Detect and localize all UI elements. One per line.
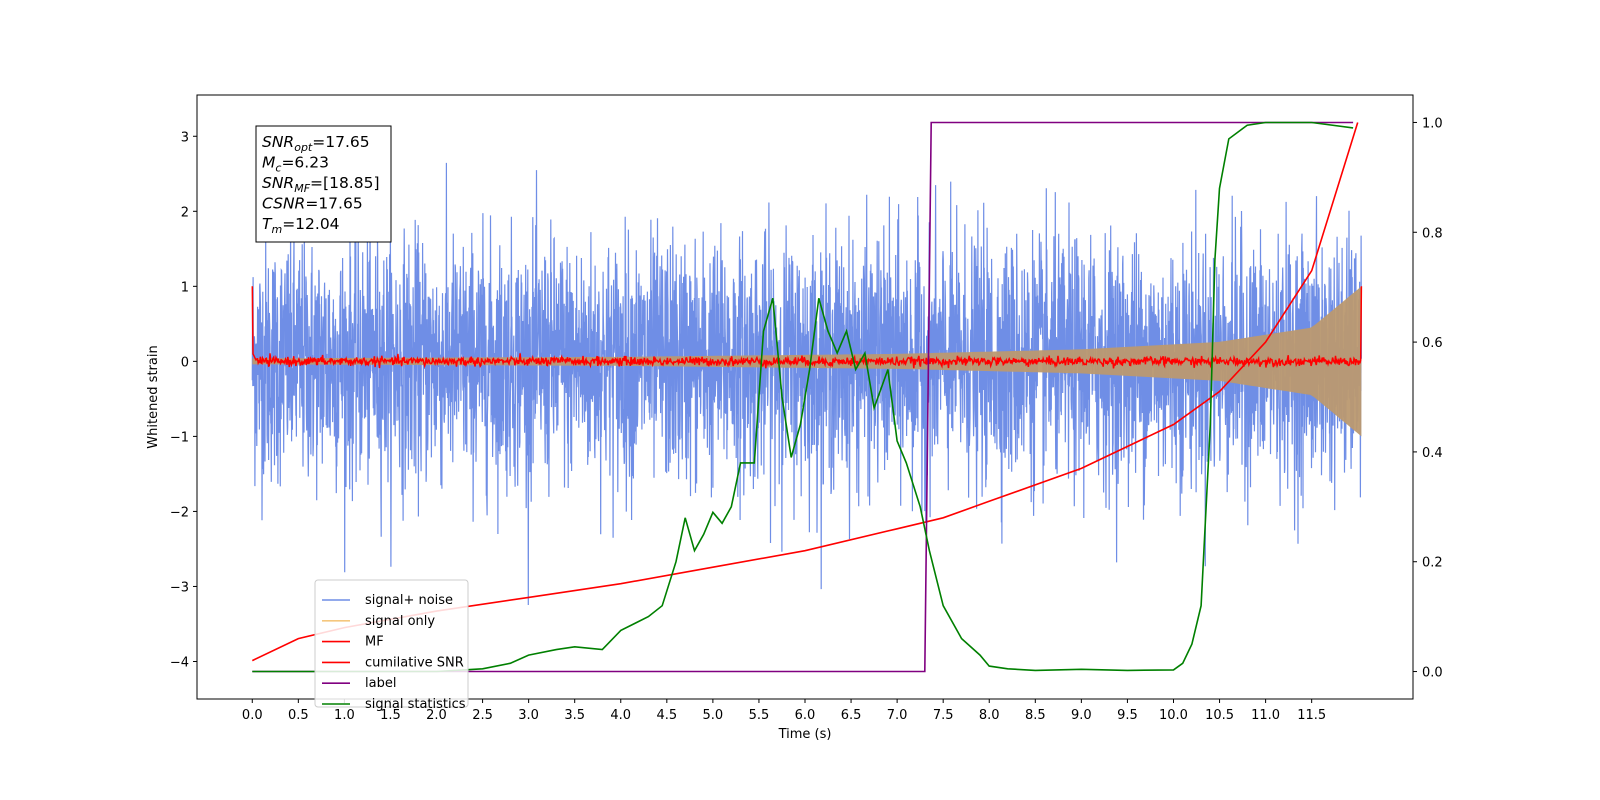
- stats-subscript: c: [275, 162, 281, 175]
- x-tick-label: 3.5: [564, 708, 585, 723]
- stats-symbol: SNR: [262, 174, 294, 192]
- stats-symbol: CSNR: [262, 195, 305, 213]
- stats-box-frame: [255, 125, 392, 243]
- x-tick-label: 4.0: [610, 708, 631, 723]
- legend-label: MF: [365, 635, 384, 650]
- x-tick-label: 0.5: [288, 708, 309, 723]
- stats-value: =6.23: [281, 154, 329, 172]
- y-tick-label: 2: [181, 205, 189, 220]
- y2-tick-label: 0.0: [1422, 666, 1443, 681]
- y2-tick-label: 0.4: [1422, 446, 1443, 461]
- y-tick-label: −2: [170, 505, 189, 520]
- y-tick-label: 3: [181, 130, 189, 145]
- y-axis-right: 0.0 0.2 0.4 0.6 0.8 1.0: [1413, 116, 1443, 681]
- legend-label: cumilative SNR: [365, 655, 464, 670]
- stats-line: SNRMF=[18.85]: [262, 174, 380, 195]
- legend-frame: [314, 579, 469, 708]
- stats-line: CSNR=17.65: [262, 195, 363, 213]
- stats-annotation-box: SNRopt=17.65Mc=6.23SNRMF=[18.85]CSNR=17.…: [255, 125, 392, 243]
- y-tick-label: 0: [181, 355, 189, 370]
- stats-subscript: m: [271, 223, 282, 236]
- stats-symbol: T: [262, 215, 273, 233]
- series-signal-noise: [251, 162, 1362, 606]
- stats-line: Tm=12.04: [262, 215, 340, 236]
- x-tick-label: 10.0: [1159, 708, 1188, 723]
- legend-label: signal+ noise: [365, 593, 453, 608]
- stats-symbol: M: [262, 154, 275, 172]
- y2-tick-label: 0.2: [1422, 556, 1443, 571]
- stats-value: =12.04: [282, 215, 339, 233]
- stats-value: =17.65: [312, 133, 369, 151]
- stats-value: =17.65: [305, 195, 362, 213]
- x-tick-label: 11.5: [1297, 708, 1326, 723]
- stats-line: SNRopt=17.65: [262, 133, 370, 154]
- stats-symbol: SNR: [262, 133, 294, 151]
- stats-subscript: MF: [294, 182, 310, 195]
- stats-line: Mc=6.23: [262, 154, 329, 175]
- y-tick-label: −1: [170, 430, 189, 445]
- x-tick-label: 11.0: [1251, 708, 1280, 723]
- x-tick-label: 1.0: [334, 708, 355, 723]
- x-tick-label: 2.0: [426, 708, 447, 723]
- y2-tick-label: 0.8: [1422, 226, 1443, 241]
- x-tick-label: 5.5: [749, 708, 770, 723]
- legend-label: signal only: [365, 614, 435, 629]
- y2-tick-label: 1.0: [1422, 116, 1443, 131]
- y2-tick-label: 0.6: [1422, 336, 1443, 351]
- x-tick-label: 7.0: [887, 708, 908, 723]
- y-tick-label: 1: [181, 280, 189, 295]
- x-axis-label: Time (s): [778, 727, 832, 742]
- y-axis-label: Whitened strain: [146, 345, 161, 448]
- x-tick-label: 6.5: [841, 708, 862, 723]
- x-tick-label: 7.5: [933, 708, 954, 723]
- x-tick-label: 2.5: [472, 708, 493, 723]
- x-tick-label: 3.0: [518, 708, 539, 723]
- x-tick-label: 9.0: [1071, 708, 1092, 723]
- stats-subscript: opt: [294, 141, 313, 154]
- y-axis-left: −4 −3 −2 −1 0 1 2 3: [170, 130, 197, 670]
- x-tick-label: 6.0: [795, 708, 816, 723]
- stats-value: =[18.85]: [310, 174, 379, 192]
- series-mf: [251, 286, 1363, 369]
- y-tick-label: −4: [170, 655, 189, 670]
- series-signal-statistics: [252, 121, 1354, 673]
- x-tick-label: 5.0: [703, 708, 724, 723]
- legend: signal+ noise signal only MF cumilative SNR…: [314, 579, 469, 712]
- x-tick-label: 9.5: [1117, 708, 1138, 723]
- x-tick-label: 1.5: [380, 708, 401, 723]
- x-tick-label: 10.5: [1205, 708, 1234, 723]
- x-tick-label: 0.0: [242, 708, 263, 723]
- x-axis: 0.0 0.5 1.0 1.5 2.0 2.5 3.0 3.5 4.0 4.5 5.0 5.5 6.0 6…: [242, 699, 1326, 723]
- y-tick-label: −3: [170, 580, 189, 595]
- legend-label: label: [365, 676, 396, 691]
- series-label: [252, 121, 1354, 673]
- x-tick-label: 8.5: [1025, 708, 1046, 723]
- x-tick-label: 8.0: [979, 708, 1000, 723]
- x-tick-label: 4.5: [656, 708, 677, 723]
- legend-label: signal statistics: [365, 697, 466, 712]
